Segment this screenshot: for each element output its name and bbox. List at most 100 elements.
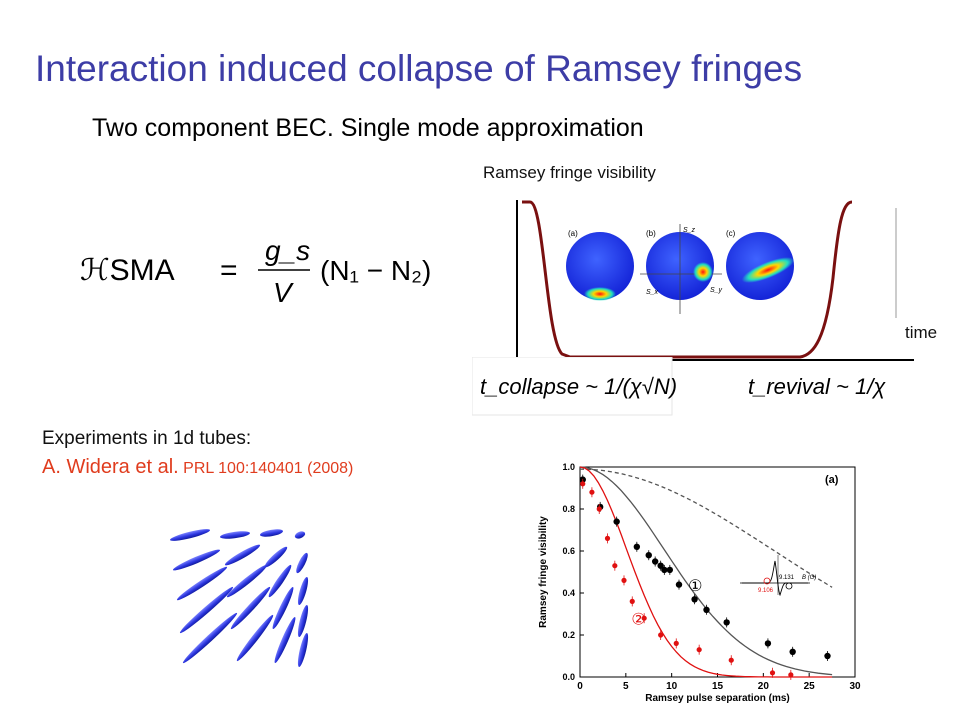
- tube-5: [172, 549, 221, 571]
- x-tick-label-3: 15: [712, 681, 724, 692]
- plot-y-axis-label: Ramsey fringe visibility: [538, 516, 549, 628]
- tube-13: [179, 586, 234, 634]
- series-2-point-13: [769, 670, 776, 676]
- schematic-x-axis-title: time: [905, 323, 938, 342]
- tube-1: [169, 529, 211, 541]
- sphere-axis-label-y: S_y: [710, 287, 723, 294]
- bloch-sphere-b: (b) S_z S_x S_y: [640, 224, 723, 314]
- tube-8: [296, 552, 308, 574]
- tube-3: [259, 529, 284, 537]
- citation-author: A. Widera et al.: [42, 456, 179, 478]
- tube-array: [169, 529, 309, 668]
- series-1-point-14: [764, 640, 772, 647]
- tube-4: [294, 531, 306, 539]
- tubes-illustration: [169, 529, 309, 668]
- x-tick-label-4: 20: [758, 681, 770, 692]
- hamiltonian-lhs: ℋSMA: [80, 254, 175, 287]
- series-2-point-7: [629, 598, 635, 604]
- bloch-sphere-a: (a): [566, 229, 634, 301]
- panel-label-b: (b): [646, 229, 656, 238]
- series-2-point-3: [596, 506, 602, 512]
- tube-16: [297, 604, 309, 638]
- hamiltonian-denominator: V: [273, 277, 294, 308]
- inset-label-low: 9.106: [758, 588, 774, 594]
- schematic-y-axis-title: Ramsey fringe visibility: [483, 163, 656, 182]
- tube-9: [176, 566, 228, 601]
- hamiltonian-numerator: g_s: [265, 235, 310, 266]
- series-1-point-7: [657, 562, 664, 569]
- tube-11: [268, 564, 292, 598]
- tube-10: [226, 564, 268, 598]
- theory-curve-dashed: [579, 468, 833, 588]
- series-1-point-12: [703, 606, 710, 613]
- series-2-point-6: [621, 577, 627, 583]
- svg-text:=: =: [220, 254, 238, 287]
- time-scale-formulas: t_collapse ~ 1/(χ√N) t_revival ~ 1/χ: [472, 357, 886, 416]
- tube-18: [236, 614, 274, 662]
- plot-x-axis-label: Ramsey pulse separation (ms): [645, 693, 790, 704]
- experiment-description: Experiments in 1d tubes:: [42, 428, 252, 449]
- sphere-axis-label-z: S_z: [683, 227, 696, 234]
- series-1-point-16: [824, 652, 831, 660]
- citation-reference: PRL 100:140401 (2008): [183, 460, 354, 477]
- series-2-point-11: [696, 647, 702, 653]
- theory-curve-1: [579, 466, 833, 676]
- tube-7: [264, 546, 288, 568]
- panel-label-c: (c): [726, 229, 736, 238]
- series-1-point-15: [789, 648, 796, 655]
- y-tick-label-1: 0.2: [562, 630, 575, 640]
- experiment-citation: A. Widera et al. PRL 100:140401 (2008): [42, 456, 353, 479]
- series-1-point-6: [651, 558, 659, 565]
- series-1-point-5: [645, 552, 652, 559]
- tube-14: [230, 586, 271, 630]
- series-2-point-10: [673, 640, 679, 646]
- hamiltonian-tail: (N₁ − N₂)²: [320, 255, 430, 286]
- tube-15: [272, 586, 294, 630]
- tube-12: [297, 576, 309, 606]
- page-subtitle: Two component BEC. Single mode approxima…: [92, 114, 644, 142]
- series-2-point-8: [641, 615, 647, 621]
- series-1-point-9: [666, 566, 674, 574]
- series-2-point-5: [612, 563, 618, 569]
- sphere-axis-label-x: S_x: [646, 289, 659, 296]
- series-2-point-9: [658, 632, 664, 638]
- bloch-sphere-c: (c): [726, 229, 795, 300]
- series-2-point-1: [580, 481, 586, 487]
- series-2-point-2: [589, 489, 595, 495]
- ramsey-schematic: (a) (b) S_z S_x S_y (c): [516, 200, 914, 361]
- plot-panel-label: (a): [825, 474, 839, 486]
- resonance-inset: 9.131 B (G) 9.106: [740, 555, 816, 597]
- y-tick-label-5: 1.0: [562, 462, 575, 472]
- tube-2: [219, 531, 251, 539]
- plot-frame: [579, 466, 856, 678]
- series-1-point-3: [613, 518, 620, 525]
- series-1-point-11: [691, 596, 698, 603]
- series-marker-1: ①: [688, 578, 702, 595]
- x-tick-label-0: 0: [577, 681, 583, 692]
- y-tick-label-0: 0.0: [562, 672, 575, 682]
- inset-label-axis: B (G): [802, 575, 816, 581]
- series-2-point-14: [788, 672, 794, 678]
- series-1-point-13: [723, 619, 730, 626]
- visibility-curve: [522, 200, 853, 359]
- series-2-point-12: [728, 657, 734, 663]
- inset-label-high: 9.131: [779, 575, 795, 581]
- y-tick-label-4: 0.8: [562, 504, 575, 514]
- x-tick-label-6: 30: [849, 681, 861, 692]
- y-tick-label-2: 0.4: [562, 588, 575, 598]
- hamiltonian-formula: ℋSMA = g_s V (N₁ − N₂)²: [80, 235, 430, 308]
- x-tick-label-1: 5: [623, 681, 629, 692]
- series-1-point-8: [661, 566, 668, 574]
- x-tick-label-2: 10: [666, 681, 678, 692]
- series-marker-2: ②: [631, 612, 645, 629]
- x-tick-label-5: 25: [804, 681, 816, 692]
- collapse-formula: t_collapse ~ 1/(χ√N): [480, 374, 677, 399]
- tube-19: [274, 616, 296, 664]
- tube-17: [182, 612, 238, 664]
- experiment-plot: 0 5 10 15 20 25 30 0.0 0.2 0.4 0.6 0.8 1.0 Ramsey pu…: [538, 462, 861, 704]
- y-tick-label-3: 0.6: [562, 546, 575, 556]
- series-2-point-4: [604, 535, 611, 541]
- series-1-point-10: [675, 581, 683, 588]
- series-1-point-4: [633, 543, 641, 550]
- theory-curve-2: [579, 466, 833, 678]
